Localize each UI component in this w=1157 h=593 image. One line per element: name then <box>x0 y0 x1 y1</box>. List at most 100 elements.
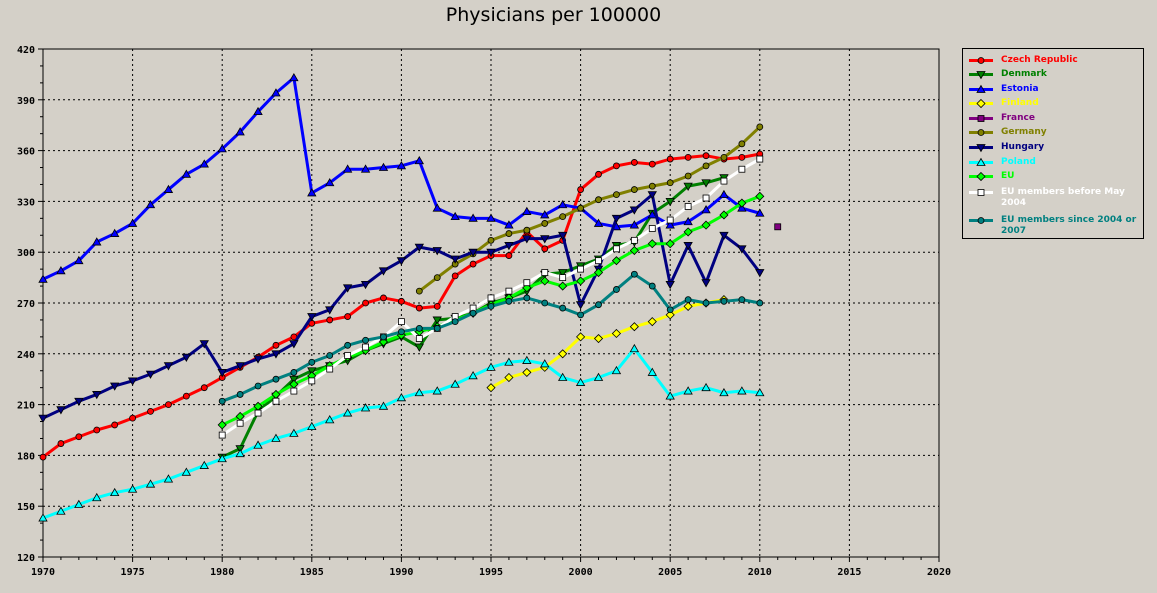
legend-marker <box>976 71 986 80</box>
data-point <box>360 280 371 290</box>
data-point <box>397 297 405 305</box>
series-eu-members-before-may-2004 <box>218 155 764 439</box>
data-point <box>504 220 514 229</box>
data-point <box>665 310 675 320</box>
data-point <box>504 242 514 251</box>
series-hungary <box>38 191 765 423</box>
data-point <box>683 227 693 237</box>
legend-label: Czech Republic <box>1001 55 1078 65</box>
data-point <box>217 369 227 378</box>
data-point <box>414 387 425 397</box>
y-tick-label: 210 <box>17 401 35 412</box>
legend-marker <box>977 189 985 196</box>
data-point <box>595 170 602 178</box>
data-point <box>755 208 765 217</box>
series-finland <box>486 295 729 393</box>
legend-marker <box>977 129 985 136</box>
data-point <box>486 213 496 222</box>
data-point <box>362 336 369 344</box>
data-point <box>236 419 244 427</box>
data-point <box>720 153 728 161</box>
data-point <box>701 382 711 392</box>
data-point <box>557 231 568 241</box>
data-point <box>540 210 550 219</box>
series-line <box>221 272 761 403</box>
data-point <box>326 365 334 373</box>
legend-swatch <box>969 144 993 153</box>
data-point <box>163 362 174 371</box>
data-point <box>575 377 586 386</box>
y-tick-label: 420 <box>17 45 35 56</box>
data-point <box>486 362 496 371</box>
data-point <box>756 299 764 307</box>
data-point <box>593 372 604 381</box>
data-point <box>575 301 586 310</box>
data-point <box>720 177 728 185</box>
data-point <box>629 343 640 353</box>
data-point <box>755 269 765 278</box>
data-point <box>217 453 227 463</box>
data-point <box>74 255 84 265</box>
data-point <box>595 196 602 204</box>
data-point <box>683 242 693 251</box>
data-point <box>558 349 568 359</box>
data-point <box>666 179 674 187</box>
data-point <box>541 245 549 253</box>
y-tick-label: 360 <box>17 147 35 158</box>
data-point <box>648 282 656 290</box>
legend-marker <box>976 171 986 182</box>
data-point <box>200 384 208 392</box>
data-point <box>647 210 657 219</box>
data-point <box>540 359 550 368</box>
data-point <box>360 164 371 173</box>
x-tick-label: 2015 <box>837 567 861 578</box>
data-point <box>701 220 711 230</box>
data-point <box>593 218 604 227</box>
data-point <box>504 372 514 383</box>
data-point <box>683 301 693 311</box>
data-point <box>236 391 244 398</box>
data-point <box>611 214 622 224</box>
data-point <box>432 386 442 395</box>
data-point <box>163 184 174 193</box>
data-point <box>396 257 407 266</box>
data-point <box>181 353 192 362</box>
data-point <box>666 216 674 224</box>
data-point <box>702 299 710 307</box>
y-tick-label: 270 <box>17 299 35 310</box>
data-point <box>647 239 657 249</box>
data-point <box>756 155 764 163</box>
legend-swatch <box>969 71 993 80</box>
data-point <box>253 355 263 364</box>
data-point <box>433 324 441 332</box>
data-point <box>199 159 209 168</box>
data-point <box>111 421 119 429</box>
data-point <box>559 274 567 282</box>
data-point <box>451 318 459 326</box>
data-point <box>523 226 531 234</box>
data-point <box>38 274 48 283</box>
data-point <box>396 393 407 402</box>
legend-swatch <box>969 84 993 93</box>
data-point <box>648 182 656 190</box>
data-point <box>165 401 172 409</box>
legend-marker <box>977 115 985 122</box>
data-point <box>415 304 423 312</box>
data-point <box>684 172 692 180</box>
data-point <box>127 484 138 493</box>
data-point <box>577 186 584 193</box>
data-point <box>613 191 620 199</box>
data-point <box>665 280 675 290</box>
data-point <box>414 343 425 352</box>
x-tick-label: 2000 <box>569 567 593 578</box>
data-point <box>665 220 675 229</box>
data-point <box>684 203 692 210</box>
data-point <box>217 420 227 430</box>
data-point <box>701 205 711 214</box>
data-point <box>683 386 693 395</box>
data-point <box>326 352 334 359</box>
data-point <box>558 281 568 291</box>
data-point <box>577 311 584 319</box>
data-point <box>629 220 640 229</box>
